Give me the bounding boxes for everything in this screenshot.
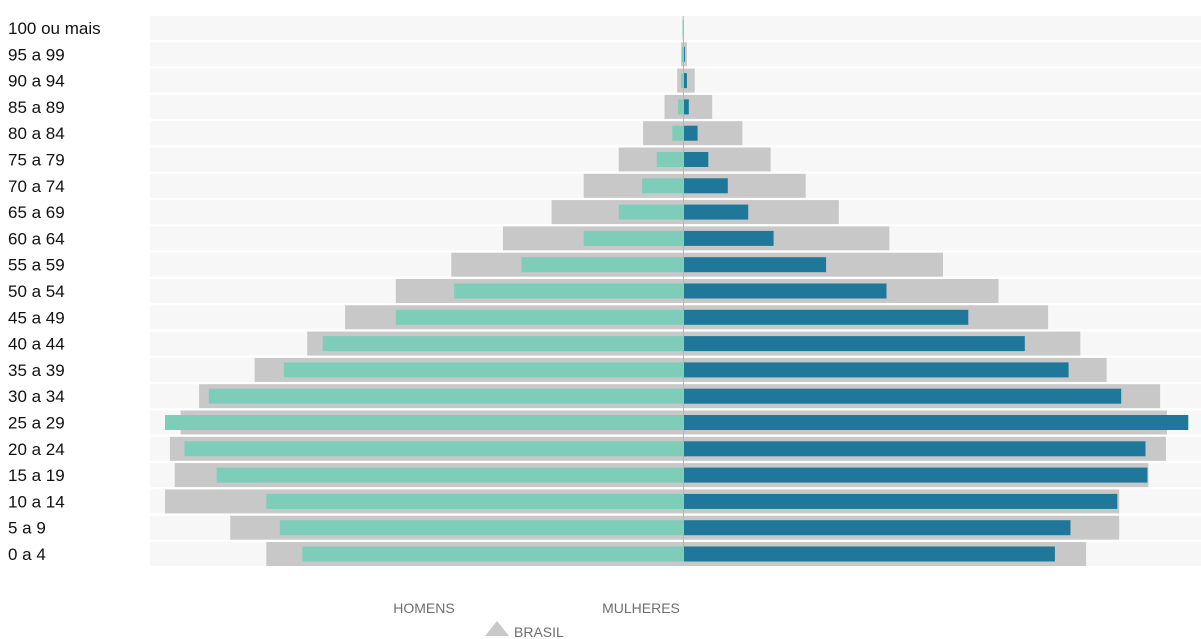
age-group-label: 100 ou mais [8, 19, 101, 38]
age-group-label: 60 a 64 [8, 229, 65, 248]
age-group-label: 55 a 59 [8, 256, 65, 275]
mulheres-bar [683, 204, 749, 220]
homens-bar [682, 20, 683, 36]
mulheres-bar [683, 178, 728, 194]
homens-bar [322, 336, 683, 352]
row-stripe [150, 68, 1201, 93]
age-group-label: 5 a 9 [8, 519, 46, 538]
homens-bar [266, 493, 683, 509]
mulheres-bar [683, 73, 687, 89]
mulheres-bar [683, 520, 1071, 536]
age-group-label: 45 a 49 [8, 308, 65, 327]
homens-bar [283, 362, 683, 378]
mulheres-bar [683, 257, 827, 273]
mulheres-bar [683, 309, 969, 325]
mulheres-bar [683, 125, 698, 141]
brasil-triangle-icon [485, 621, 509, 636]
homens-bar [682, 46, 683, 62]
age-group-label: 85 a 89 [8, 98, 65, 117]
homens-bar [454, 283, 683, 299]
mulheres-bar [683, 388, 1122, 404]
homens-bar [678, 99, 683, 115]
mulheres-bar [683, 152, 709, 167]
brasil-bar-right [683, 68, 695, 93]
homens-bars [165, 20, 684, 562]
homens-bar [681, 73, 683, 89]
age-group-label: 30 a 34 [8, 387, 65, 406]
homens-bar [583, 230, 683, 246]
age-group-label: 0 a 4 [8, 545, 46, 564]
homens-bar [302, 546, 683, 562]
legend-homens-label: HOMENS [393, 600, 454, 616]
homens-bar [521, 257, 683, 273]
homens-bar [656, 152, 683, 167]
age-labels: 0 a 4 5 a 9 10 a 14 15 a 19 20 a 24 25 a 29 30… [8, 19, 101, 564]
mulheres-bar [683, 230, 774, 246]
age-group-label: 25 a 29 [8, 414, 65, 433]
homens-bar [165, 415, 683, 430]
age-group-label: 75 a 79 [8, 151, 65, 170]
mulheres-bar [683, 415, 1189, 430]
homens-bar [208, 388, 684, 404]
mulheres-bars [683, 20, 1189, 562]
row-stripe [150, 16, 1201, 40]
homens-bar [642, 178, 683, 194]
mulheres-bar [683, 362, 1069, 378]
age-group-label: 50 a 54 [8, 282, 65, 301]
age-group-label: 10 a 14 [8, 492, 65, 511]
age-group-label: 70 a 74 [8, 177, 65, 196]
homens-bar [395, 309, 683, 325]
age-group-label: 35 a 39 [8, 361, 65, 380]
mulheres-bar [683, 493, 1118, 509]
age-group-label: 15 a 19 [8, 466, 65, 485]
homens-bar [618, 204, 683, 220]
homens-bar [672, 125, 683, 141]
row-stripe [150, 42, 1201, 67]
mulheres-bar [683, 336, 1025, 352]
brasil-bar-right [683, 42, 687, 67]
legend: HOMENS MULHERES BRASIL [393, 600, 680, 639]
mulheres-bar [683, 546, 1055, 562]
homens-bar [216, 467, 683, 483]
age-group-label: 20 a 24 [8, 440, 65, 459]
age-group-label: 95 a 99 [8, 45, 65, 64]
mulheres-bar [683, 467, 1148, 483]
age-group-label: 90 a 94 [8, 72, 65, 91]
legend-brasil-label: BRASIL [514, 624, 564, 639]
mulheres-bar [683, 441, 1146, 457]
age-group-label: 65 a 69 [8, 203, 65, 222]
mulheres-bar [683, 283, 887, 299]
homens-bar [279, 520, 683, 536]
brasil-bar-left [677, 68, 683, 93]
homens-bar [184, 441, 683, 457]
age-group-label: 80 a 84 [8, 124, 65, 143]
age-group-label: 40 a 44 [8, 335, 65, 354]
mulheres-bar [683, 99, 689, 115]
legend-mulheres-label: MULHERES [602, 600, 680, 616]
